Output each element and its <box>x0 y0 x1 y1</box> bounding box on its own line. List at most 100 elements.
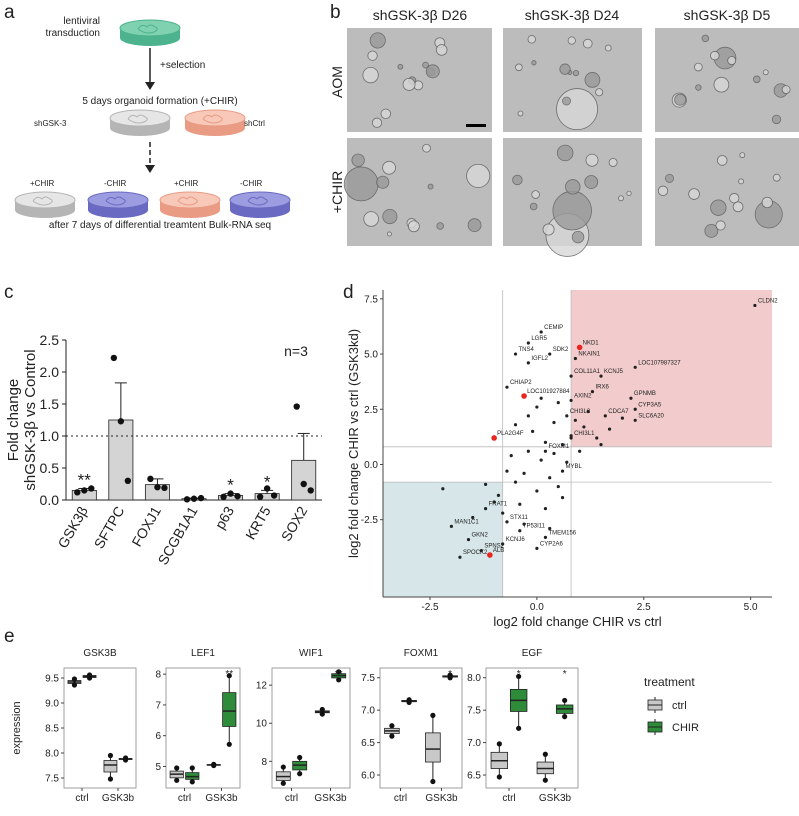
data-point <box>190 495 198 502</box>
treatment-label: +CHIR <box>30 179 54 188</box>
dish <box>109 109 171 127</box>
data-point <box>516 725 522 731</box>
y-tick-label: 8.0 <box>45 749 59 760</box>
gene-label: CHIAP2 <box>510 380 532 386</box>
point <box>509 454 513 458</box>
x-tick-label: SFTPC <box>91 504 128 552</box>
micrograph-detail <box>552 190 592 231</box>
annotation: n=3 <box>284 343 308 359</box>
gene-point <box>521 393 527 399</box>
y-tick-label: 7.0 <box>467 738 481 749</box>
micrograph-detail <box>701 34 710 43</box>
panel-frame <box>485 667 579 789</box>
x-tick-label: ctrl <box>502 793 515 804</box>
micrograph-detail <box>762 69 769 76</box>
panel-label: b <box>330 2 341 23</box>
panel-frame <box>165 667 241 789</box>
gene-label: IGFL2 <box>531 356 548 362</box>
micrograph-detail <box>716 155 728 166</box>
gene-point <box>487 552 493 558</box>
gene-point <box>543 449 548 453</box>
point <box>607 427 612 431</box>
organoid <box>32 196 53 206</box>
legend-label: ctrl <box>672 700 687 712</box>
gene-point <box>449 524 453 528</box>
gene-point <box>505 385 509 389</box>
gene-point <box>560 469 565 473</box>
y-tick-label: 0.0 <box>364 460 378 471</box>
data-point <box>319 711 325 717</box>
dish-label: shCtrl <box>244 119 265 128</box>
gene-label: FRAT1 <box>489 502 508 508</box>
panel-frame <box>271 667 351 789</box>
step-text: 5 days organoid formation (+CHIR) <box>82 96 237 107</box>
data-point <box>197 494 205 502</box>
gene-point <box>548 352 552 356</box>
up-region <box>571 290 772 447</box>
micrograph-detail <box>710 50 720 61</box>
data-point <box>117 418 125 425</box>
data-point <box>430 712 436 718</box>
gene-label: PLA2G4F <box>497 431 524 437</box>
gene-label: MAN1C1 <box>454 519 479 525</box>
data-point <box>220 493 227 500</box>
micrograph-detail <box>380 108 392 120</box>
step-text: lentiviral <box>63 16 100 27</box>
panel-label: a <box>4 2 15 23</box>
x-tick-label: FOXJ1 <box>128 503 164 549</box>
dish <box>184 109 246 127</box>
point <box>492 500 496 504</box>
organoid <box>137 24 158 34</box>
panel-title: LEF1 <box>191 648 215 659</box>
data-point <box>280 764 286 770</box>
micrograph-detail <box>626 190 632 196</box>
data-point <box>307 487 314 494</box>
data-point <box>107 752 114 759</box>
micrograph-detail <box>772 173 781 182</box>
gene-point <box>491 435 497 441</box>
data-point <box>496 774 502 780</box>
bar <box>108 419 134 501</box>
data-point <box>107 776 114 782</box>
row-title: AOM <box>329 66 345 98</box>
y-tick-label: 8 <box>261 757 267 768</box>
organoid <box>105 196 126 206</box>
data-point <box>183 496 191 503</box>
micrograph-detail <box>572 69 580 77</box>
panel-label: e <box>4 626 15 647</box>
x-tick-label: ctrl <box>285 793 298 804</box>
y-tick-label: 2.5 <box>364 405 378 416</box>
micrograph-detail <box>542 223 555 236</box>
gene-label: TP53I11 <box>523 524 546 530</box>
decorations <box>14 19 799 257</box>
point <box>526 414 530 418</box>
y-tick-label: 6.0 <box>361 771 375 782</box>
point <box>526 449 530 453</box>
organoid <box>177 196 198 206</box>
micrograph-detail <box>351 153 365 167</box>
significance: * <box>563 669 567 680</box>
gene-label: NKD1 <box>583 340 600 346</box>
micrograph-detail <box>604 44 612 52</box>
micrograph-detail <box>402 77 416 91</box>
micrograph-detail <box>422 61 429 69</box>
y-tick-label: 7 <box>155 700 161 711</box>
gene-label: TNS4 <box>519 347 535 353</box>
point <box>556 484 560 489</box>
gene-label: SPOCK2 <box>463 550 488 556</box>
point <box>441 487 445 491</box>
micrograph-detail <box>618 195 624 202</box>
data-point <box>389 723 395 729</box>
data-point <box>86 672 93 678</box>
significance: ** <box>335 669 343 680</box>
gene-label: SLC6A20 <box>638 413 664 419</box>
micrograph-detail <box>466 163 491 188</box>
data-point <box>154 484 161 491</box>
organoid <box>202 114 223 124</box>
micrograph-detail <box>436 222 444 230</box>
gene-label: KCNJ6 <box>506 537 526 543</box>
down-region <box>383 482 503 597</box>
data-point <box>174 765 180 771</box>
point <box>471 515 475 520</box>
micrograph-detail <box>343 166 379 202</box>
